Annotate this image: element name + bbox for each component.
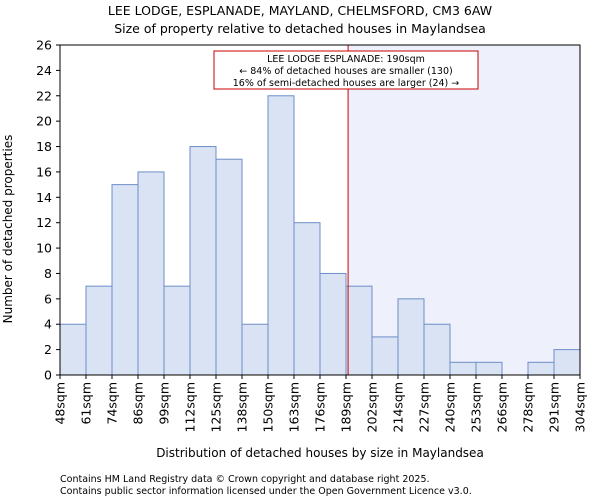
x-tick-label: 227sqm — [417, 382, 432, 432]
footer-line-2: Contains public sector information licen… — [60, 486, 472, 497]
histogram-bar — [371, 336, 399, 376]
x-tick-label: 266sqm — [495, 382, 510, 432]
histogram-bar — [267, 95, 295, 376]
larger-region-shade — [348, 45, 580, 375]
x-tick-label: 189sqm — [339, 382, 354, 432]
histogram-bar — [215, 158, 243, 376]
y-tick-label: 4 — [44, 317, 52, 332]
histogram-bar — [423, 323, 451, 376]
histogram-bar — [137, 171, 165, 376]
histogram-bar — [293, 222, 321, 376]
x-tick-label: 74sqm — [105, 382, 120, 425]
y-tick-label: 16 — [36, 164, 52, 179]
y-tick-label: 26 — [36, 38, 52, 53]
annotation-line-3: 16% of semi-detached houses are larger (… — [233, 78, 460, 89]
x-tick-label: 304sqm — [573, 382, 588, 432]
y-tick-label: 6 — [44, 291, 52, 306]
x-tick-label: 48sqm — [53, 382, 68, 425]
x-tick-label: 163sqm — [287, 382, 302, 432]
x-tick-label: 176sqm — [313, 382, 328, 432]
x-tick-label: 138sqm — [235, 382, 250, 432]
y-tick-label: 0 — [44, 368, 52, 383]
y-tick-label: 24 — [36, 63, 52, 78]
histogram-bar — [163, 285, 191, 376]
y-tick-label: 12 — [36, 215, 52, 230]
x-tick-label: 240sqm — [443, 382, 458, 432]
x-tick-label: 99sqm — [157, 382, 172, 425]
histogram-bar — [345, 285, 373, 376]
x-tick-label: 278sqm — [521, 382, 536, 432]
histogram-bar — [111, 184, 139, 376]
y-tick-label: 2 — [44, 342, 52, 357]
annotation-line-2: ← 84% of detached houses are smaller (13… — [239, 66, 452, 77]
annotation-line-1: LEE LODGE ESPLANADE: 190sqm — [267, 54, 425, 65]
y-axis-label: Number of detached properties — [1, 135, 15, 324]
x-tick-label: 202sqm — [365, 382, 380, 432]
x-axis-label: Distribution of detached houses by size … — [156, 446, 484, 460]
histogram-bar — [397, 298, 425, 376]
y-tick-label: 14 — [36, 190, 52, 205]
x-tick-label: 214sqm — [391, 382, 406, 432]
histogram-bar — [319, 272, 347, 376]
histogram-bar — [59, 323, 87, 376]
x-tick-label: 291sqm — [547, 382, 562, 432]
x-tick-label: 125sqm — [209, 382, 224, 432]
x-tick-label: 112sqm — [183, 382, 198, 432]
annotation-frame — [213, 50, 479, 90]
y-tick-label: 22 — [36, 88, 52, 103]
histogram-bar — [527, 361, 555, 376]
annotation-box: LEE LODGE ESPLANADE: 190sqm ← 84% of det… — [213, 50, 479, 90]
chart-subtitle: Size of property relative to detached ho… — [114, 21, 486, 36]
y-tick-label: 20 — [36, 114, 52, 129]
y-tick-label: 8 — [44, 266, 52, 281]
x-tick-label: 253sqm — [469, 382, 484, 432]
footer-line-1: Contains HM Land Registry data © Crown c… — [60, 474, 430, 485]
x-tick-label: 150sqm — [261, 382, 276, 432]
x-tick-label: 61sqm — [79, 382, 94, 425]
histogram-bar — [475, 361, 503, 376]
y-tick-label: 18 — [36, 139, 52, 154]
histogram-bar — [189, 146, 217, 376]
histogram-bar — [85, 285, 113, 376]
histogram-bar — [553, 349, 581, 376]
y-tick-label: 10 — [36, 241, 52, 256]
x-tick-label: 86sqm — [131, 382, 146, 425]
histogram-bar — [241, 323, 269, 376]
histogram-bar — [449, 361, 477, 376]
chart-title: LEE LODGE, ESPLANADE, MAYLAND, CHELMSFOR… — [108, 3, 492, 18]
